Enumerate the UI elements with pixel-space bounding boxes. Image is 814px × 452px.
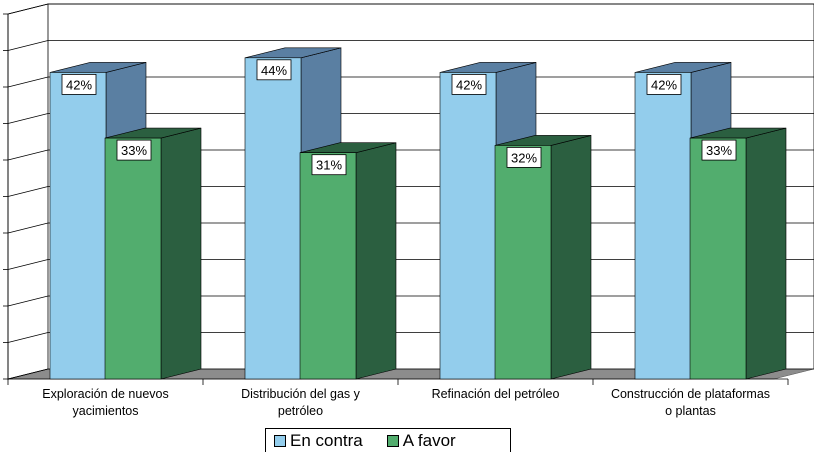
bar-side-a-favor <box>745 127 787 380</box>
data-label-box-a-favor <box>701 139 737 161</box>
bar-en-contra <box>244 57 302 380</box>
category-label-line: Exploración de nuevos <box>42 387 169 401</box>
data-label-en-contra: 42% <box>651 77 677 92</box>
legend-swatch-en-contra <box>274 434 286 447</box>
gridline <box>7 40 814 51</box>
data-labels: 42% 33% 44% 31% 42% 32% 42% 33% <box>61 59 737 176</box>
bar-a-favor <box>104 137 162 380</box>
legend-label-a-favor: A favor <box>402 430 456 450</box>
data-label-box-en-contra <box>646 74 682 95</box>
data-label-box-a-favor <box>506 146 542 168</box>
bar-side-a-favor <box>160 127 202 380</box>
legend-label-en-contra: En contra <box>290 430 363 450</box>
data-label-box-en-contra <box>61 74 97 95</box>
category-label-line: Refinación del petróleo <box>431 387 560 401</box>
gridline <box>7 3 814 15</box>
data-label-en-contra: 44% <box>261 63 287 78</box>
legend-swatch-a-favor <box>386 434 399 447</box>
category-label: Distribución del gas y petróleo <box>212 386 390 420</box>
category-label-line: Construcción de plataformas <box>610 387 771 401</box>
legend-item-en-contra: En contra <box>274 431 363 451</box>
gridline <box>7 76 814 88</box>
data-label-a-favor: 31% <box>316 158 342 173</box>
data-label-box-a-favor <box>116 139 152 161</box>
legend: En contra A favor <box>265 428 511 452</box>
category-label: Exploración de nuevos yacimientos <box>17 386 195 420</box>
bar-side-a-favor <box>355 142 397 380</box>
data-label-box-en-contra <box>451 74 487 95</box>
legend-item-a-favor: A favor <box>386 430 456 451</box>
data-label-box-en-contra <box>256 59 292 81</box>
gridline <box>7 113 814 124</box>
category-label-line: yacimientos <box>72 404 139 418</box>
data-label-en-contra: 42% <box>456 77 482 92</box>
category-label-line: Distribución del gas y <box>241 387 360 401</box>
data-label-a-favor: 33% <box>121 143 147 158</box>
bar-side-a-favor <box>550 135 592 380</box>
data-label-box-a-favor <box>311 154 347 176</box>
data-label-en-contra: 42% <box>66 77 92 92</box>
category-label-line: petróleo <box>277 404 324 418</box>
bar-en-contra <box>634 72 692 380</box>
bar-en-contra <box>439 72 497 380</box>
bar-en-contra <box>49 72 107 380</box>
bars <box>49 47 787 380</box>
data-label-a-favor: 32% <box>511 150 537 165</box>
category-label-line: o plantas <box>665 404 716 418</box>
data-label-a-favor: 33% <box>706 143 732 158</box>
bar-a-favor <box>299 152 357 380</box>
bar-a-favor <box>689 137 747 380</box>
category-label: Refinación del petróleo <box>407 386 585 403</box>
category-label: Construcción de plataformas o plantas <box>602 386 780 420</box>
bar-a-favor <box>494 145 552 380</box>
